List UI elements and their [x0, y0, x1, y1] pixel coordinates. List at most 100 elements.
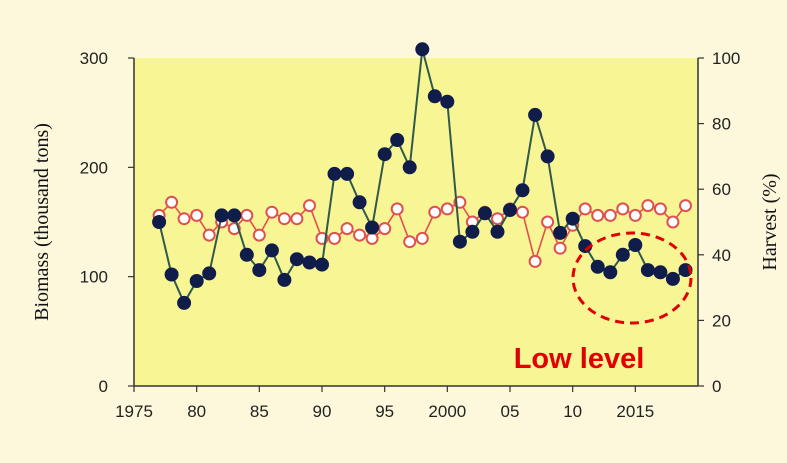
biomass-point — [352, 195, 367, 210]
biomass-point — [327, 166, 342, 181]
x-tick-label: 95 — [375, 402, 394, 421]
biomass-point — [164, 267, 179, 282]
biomass-point — [477, 206, 492, 221]
harvest-point — [440, 202, 454, 216]
biomass-point — [603, 265, 618, 280]
biomass-point — [640, 263, 655, 278]
harvest-point — [679, 199, 692, 213]
biomass-point — [490, 224, 505, 239]
biomass-point — [628, 238, 643, 252]
y-right-tick-label: 100 — [712, 49, 740, 68]
harvest-point — [365, 231, 379, 245]
biomass-point — [653, 265, 668, 280]
low-level-annotation: Low level — [514, 343, 645, 375]
biomass-point — [277, 272, 292, 287]
harvest-point — [403, 235, 417, 249]
harvest-point — [303, 199, 316, 213]
harvest-point — [516, 205, 529, 219]
harvest-point — [541, 215, 555, 229]
harvest-point — [177, 212, 191, 226]
biomass-point — [189, 274, 204, 288]
y-right-tick-label: 0 — [712, 377, 721, 396]
harvest-point — [415, 231, 429, 245]
biomass-point — [390, 133, 405, 147]
x-tick-label: 85 — [250, 402, 269, 421]
biomass-point — [315, 257, 329, 272]
x-tick-label: 2015 — [616, 402, 654, 421]
biomass-point — [202, 266, 217, 281]
harvest-point — [591, 208, 605, 222]
biomass-point — [177, 295, 192, 310]
x-tick-label: 80 — [187, 402, 206, 421]
harvest-point — [277, 212, 291, 226]
biomass-point — [427, 89, 442, 104]
harvest-point — [378, 222, 392, 236]
biomass-point — [452, 234, 467, 249]
biomass-point — [214, 208, 229, 223]
biomass-point — [565, 211, 580, 226]
biomass-point — [440, 94, 455, 109]
harvest-point — [390, 202, 404, 216]
harvest-point — [165, 195, 179, 209]
biomass-point — [365, 220, 380, 235]
biomass-point — [528, 107, 543, 122]
harvest-point — [666, 215, 680, 229]
y-axis-left-title: Biomass (thousand tons) — [31, 123, 53, 321]
harvest-point — [578, 202, 592, 216]
x-tick-label: 2000 — [428, 402, 466, 421]
harvest-point — [428, 205, 442, 219]
y-right-tick-label: 60 — [712, 180, 731, 199]
harvest-point — [252, 228, 266, 242]
y-right-tick-label: 80 — [712, 115, 731, 134]
biomass-point — [465, 224, 480, 239]
harvest-point — [603, 208, 617, 222]
y-axis-right-title: Harvest (%) — [759, 173, 781, 270]
harvest-point — [553, 241, 567, 255]
harvest-point — [491, 212, 504, 226]
biomass-point — [503, 203, 517, 217]
biomass-point — [540, 149, 555, 164]
y-right-tick-label: 40 — [712, 246, 731, 265]
series-layer — [152, 42, 693, 310]
x-tick-label: 1975 — [115, 402, 153, 421]
biomass-point — [377, 147, 392, 162]
ticks-layer: 1975 80 85 90 95 2000 05 10 2015 0 100 200 300 0 20 40 6… — [80, 49, 741, 421]
harvest-point — [190, 208, 204, 222]
harvest-point — [202, 228, 216, 242]
biomass-point — [615, 247, 630, 262]
harvest-point — [290, 212, 304, 226]
biomass-point — [252, 263, 267, 278]
y-left-tick-label: 100 — [80, 268, 108, 287]
biomass-point — [152, 215, 167, 229]
harvest-point — [353, 228, 367, 242]
harvest-point — [528, 254, 542, 268]
biomass-point — [515, 183, 530, 198]
x-tick-label: 05 — [501, 402, 520, 421]
x-tick-label: 90 — [313, 402, 332, 421]
y-right-tick-label: 20 — [712, 311, 731, 330]
biomass-point — [415, 42, 430, 57]
x-tick-label: 10 — [563, 402, 582, 421]
biomass-point — [553, 225, 568, 240]
biomass-point — [302, 255, 317, 270]
harvest-point — [653, 202, 667, 216]
harvest-point — [616, 202, 630, 216]
low-level-highlight-ellipse — [571, 231, 693, 325]
y-left-tick-label: 0 — [99, 377, 108, 396]
biomass-point — [239, 247, 254, 262]
harvest-point — [328, 231, 341, 245]
biomass-point — [227, 208, 242, 223]
biomass-point — [264, 243, 279, 258]
biomass-point — [289, 252, 304, 267]
harvest-point — [265, 205, 279, 219]
harvest-point — [240, 208, 254, 222]
harvest-point — [641, 199, 655, 213]
y-left-tick-label: 200 — [80, 158, 108, 177]
harvest-point — [628, 208, 642, 222]
biomass-point — [402, 160, 417, 175]
y-left-tick-label: 300 — [80, 49, 108, 68]
biomass-point — [590, 259, 605, 274]
biomass-point — [340, 166, 355, 181]
